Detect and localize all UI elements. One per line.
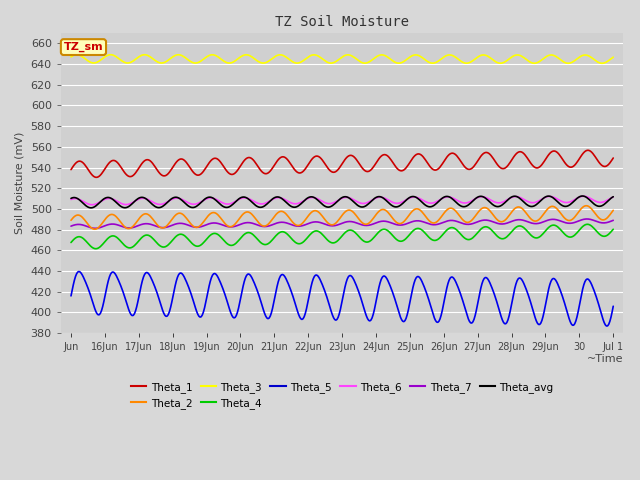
X-axis label: ~Time: ~Time	[587, 354, 623, 364]
Title: TZ Soil Moisture: TZ Soil Moisture	[275, 15, 409, 29]
Text: TZ_sm: TZ_sm	[63, 42, 103, 52]
Y-axis label: Soil Moisture (mV): Soil Moisture (mV)	[15, 132, 25, 234]
Legend: Theta_1, Theta_2, Theta_3, Theta_4, Theta_5, Theta_6, Theta_7, Theta_avg: Theta_1, Theta_2, Theta_3, Theta_4, Thet…	[127, 377, 557, 413]
